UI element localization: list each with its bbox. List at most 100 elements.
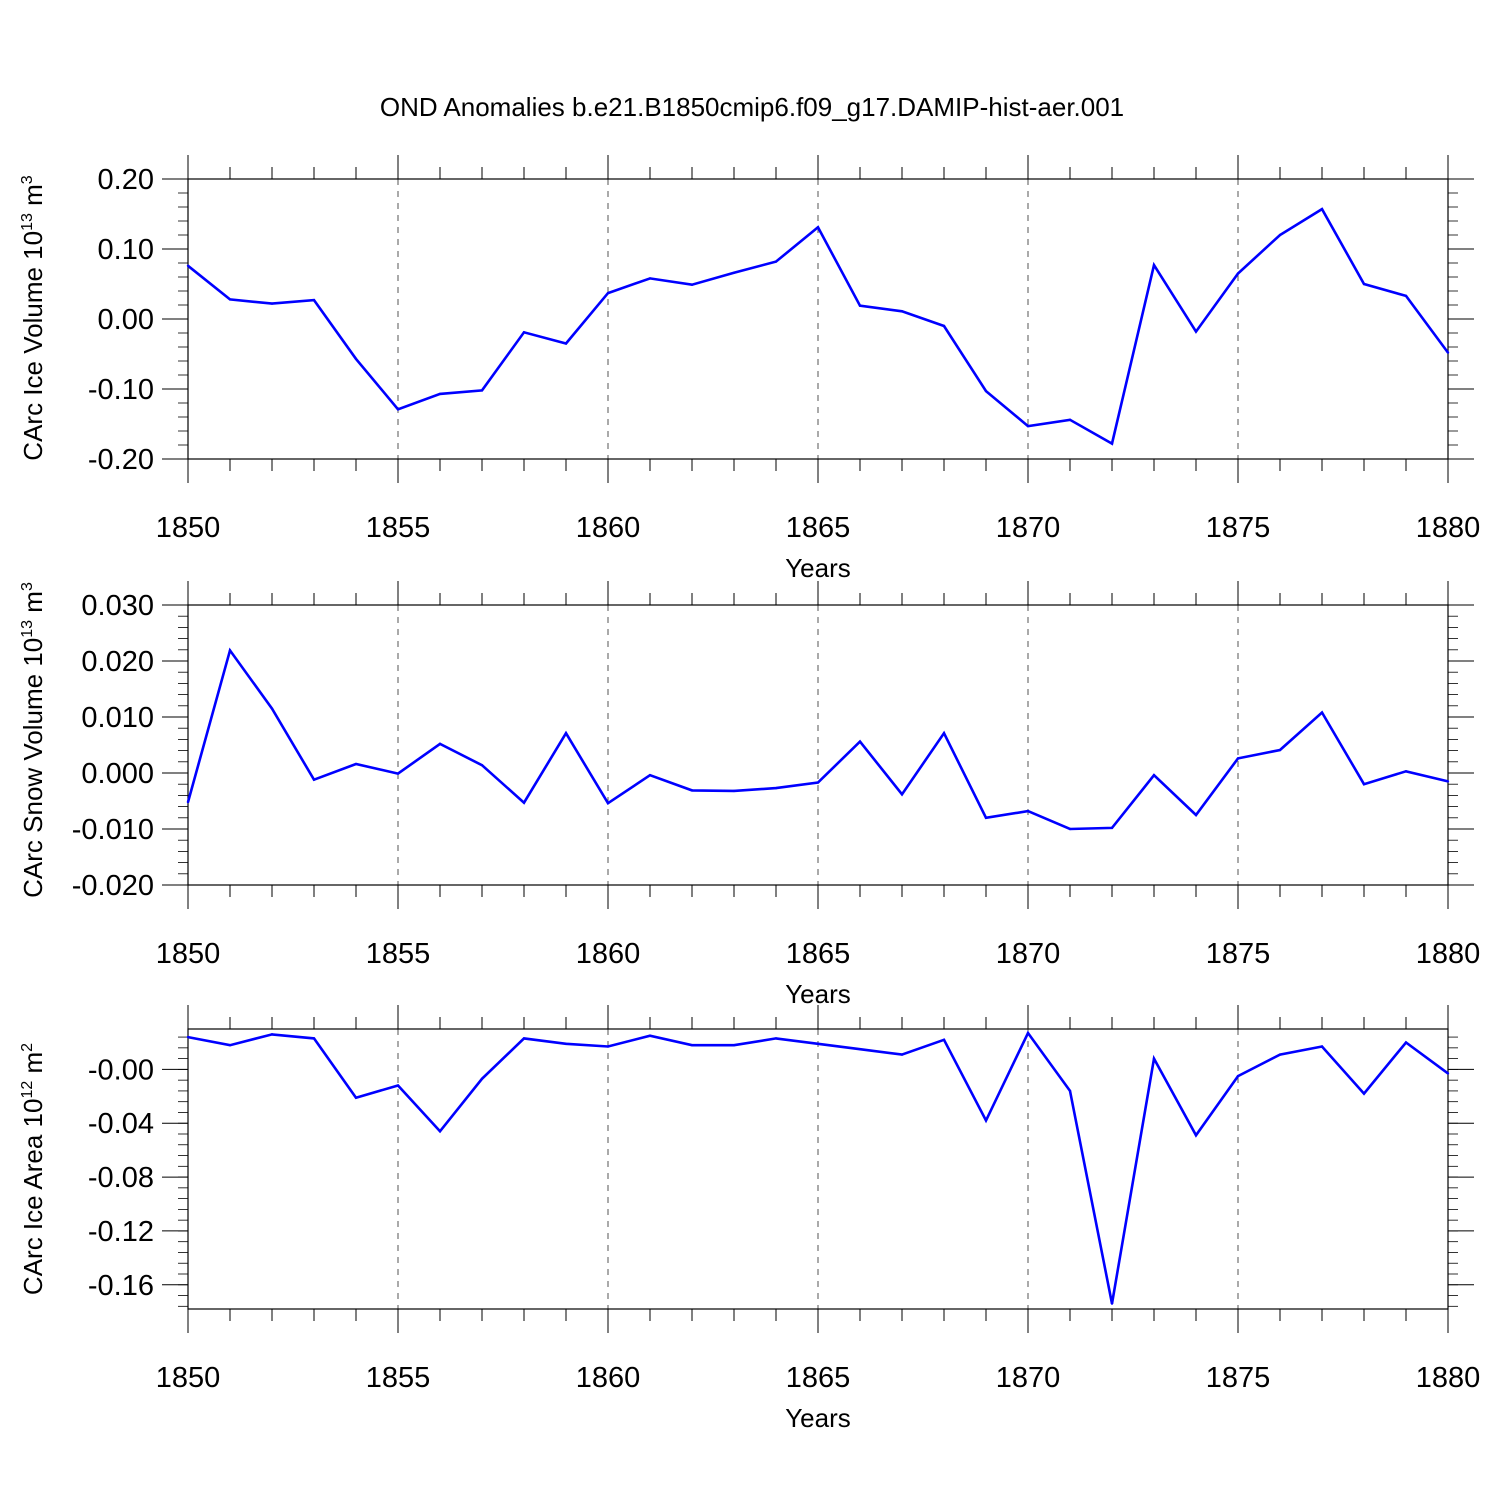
ice-area-data-point-1861 <box>648 1034 652 1037</box>
snow-volume-y-axis-title-text: CArc Snow Volume 10 <box>18 638 48 898</box>
snow-volume-xtick-label-3: 1865 <box>786 938 851 970</box>
ice-area-data-point-1852 <box>270 1033 274 1036</box>
snow-volume-xtick-label-4: 1870 <box>996 938 1061 970</box>
snow-volume-data-point-1872 <box>1110 826 1114 830</box>
ice-volume-y-axis-title: CArc Ice Volume 1013 m3 <box>18 175 48 460</box>
ice-volume-y-axis-title-unit-exponent: 3 <box>19 175 36 184</box>
ice-volume-data-point-1875 <box>1236 272 1240 275</box>
snow-volume-data-point-1861 <box>648 774 652 777</box>
ice-volume-data-point-1869 <box>984 389 988 393</box>
ice-area-xtick-label-2: 1860 <box>576 1362 641 1394</box>
ice-area-data-point-1867 <box>900 1053 904 1056</box>
ice-volume-ytick-label-0: 0.20 <box>98 164 154 196</box>
ice-area-xtick-label-4: 1870 <box>996 1362 1061 1394</box>
ice-area-panel: -0.00 -0.04 -0.08 -0.12 -0.16 1850 1855 1860 186… <box>18 1005 1480 1433</box>
ice-area-ytick-label-1: -0.04 <box>88 1108 154 1140</box>
ice-area-xtick-label-3: 1865 <box>786 1362 851 1394</box>
snow-volume-xtick-label-6: 1880 <box>1416 938 1481 970</box>
ice-area-data-point-1880 <box>1446 1072 1450 1075</box>
ice-volume-panel: 0.20 0.10 0.00 -0.10 -0.20 1850 1855 1860 1865 18… <box>18 155 1480 583</box>
ice-volume-data-point-1877 <box>1320 207 1324 211</box>
ice-volume-data-point-1868 <box>942 324 946 328</box>
ice-volume-data-point-1857 <box>480 389 484 392</box>
ice-volume-xtick-label-5: 1875 <box>1206 512 1271 544</box>
ice-area-ytick-label-3: -0.12 <box>88 1216 154 1248</box>
snow-volume-data-point-1867 <box>900 793 904 796</box>
ice-area-xtick-label-6: 1880 <box>1416 1362 1481 1394</box>
snow-volume-data-point-1851 <box>228 649 232 652</box>
ice-area-y-axis-title-text: CArc Ice Area 10 <box>18 1099 48 1296</box>
ice-volume-data-point-1858 <box>522 331 526 334</box>
ice-area-data-point-1859 <box>564 1042 568 1046</box>
snow-volume-data-point-1877 <box>1320 711 1324 714</box>
ice-area-data-point-1870 <box>1026 1031 1030 1035</box>
ice-volume-data-point-1863 <box>732 271 736 274</box>
ice-area-data-point-1879 <box>1404 1041 1408 1044</box>
ice-area-data-point-1869 <box>984 1119 988 1122</box>
snow-volume-data-point-1874 <box>1194 813 1198 817</box>
snow-volume-data-point-1850 <box>186 800 190 804</box>
snow-volume-xtick-label-1: 1855 <box>366 938 431 970</box>
ice-volume-data-point-1865 <box>816 226 820 229</box>
snow-volume-data-point-1870 <box>1026 809 1030 813</box>
ice-area-y-axis-title-exponent: 12 <box>19 1081 36 1099</box>
ice-volume-data-point-1873 <box>1152 263 1156 267</box>
ice-area-data-point-1868 <box>942 1038 946 1041</box>
ice-area-data-point-1855 <box>396 1084 400 1087</box>
snow-volume-xtick-label-0: 1850 <box>156 938 221 970</box>
ice-area-ytick-label-4: -0.16 <box>88 1270 154 1302</box>
ice-volume-y-axis-title-unit: m <box>18 184 48 213</box>
ice-area-data-point-1856 <box>438 1130 442 1133</box>
ice-area-data-point-1876 <box>1278 1053 1282 1056</box>
snow-volume-data-point-1869 <box>984 816 988 819</box>
figure-title: OND Anomalies b.e21.B1850cmip6.f09_g17.D… <box>380 92 1124 122</box>
ice-volume-data-point-1864 <box>774 260 778 263</box>
snow-volume-y-axis-title-exponent: 13 <box>19 620 36 638</box>
ice-area-x-axis-title: Years <box>785 1403 851 1433</box>
ice-volume-data-point-1878 <box>1362 282 1366 286</box>
ice-volume-data-point-1851 <box>228 298 232 301</box>
ice-area-xtick-label-1: 1855 <box>366 1362 431 1394</box>
ice-area-data-point-1860 <box>606 1045 610 1048</box>
ice-volume-xtick-label-1: 1855 <box>366 512 431 544</box>
ice-area-data-point-1851 <box>228 1043 232 1047</box>
ice-area-data-point-1863 <box>732 1043 736 1047</box>
ice-volume-ytick-label-4: -0.20 <box>88 444 154 476</box>
ice-area-y-axis-title-unit-exponent: 2 <box>19 1043 36 1052</box>
snow-volume-ytick-label-1: 0.020 <box>81 646 154 678</box>
ice-volume-data-point-1876 <box>1278 233 1282 237</box>
ice-area-ytick-label-0: -0.00 <box>88 1054 154 1086</box>
snow-volume-ytick-label-5: -0.020 <box>72 870 154 902</box>
ice-volume-ytick-label-1: 0.10 <box>98 234 154 266</box>
snow-volume-data-point-1868 <box>942 732 946 735</box>
ice-area-data-point-1858 <box>522 1037 526 1040</box>
ice-volume-xtick-label-6: 1880 <box>1416 512 1481 544</box>
snow-volume-ytick-label-0: 0.030 <box>81 590 154 622</box>
ice-volume-x-axis-title: Years <box>785 553 851 583</box>
ice-area-ytick-label-2: -0.08 <box>88 1162 154 1194</box>
ice-volume-data-point-1855 <box>396 408 400 411</box>
ice-volume-data-point-1880 <box>1446 351 1450 354</box>
ice-volume-data-point-1879 <box>1404 294 1408 298</box>
snow-volume-data-point-1879 <box>1404 770 1408 773</box>
ice-volume-data-point-1867 <box>900 310 904 313</box>
ice-area-y-axis-title: CArc Ice Area 1012 m2 <box>18 1043 48 1295</box>
ice-volume-data-point-1860 <box>606 291 610 295</box>
ice-area-data-point-1853 <box>312 1037 316 1040</box>
ice-area-data-point-1874 <box>1194 1134 1198 1137</box>
ice-area-series-line <box>187 1030 1449 1304</box>
snow-volume-data-point-1852 <box>270 707 274 710</box>
snow-volume-y-axis-title: CArc Snow Volume 1013 m3 <box>18 582 48 898</box>
ice-area-data-point-1878 <box>1362 1092 1366 1095</box>
snow-volume-data-point-1878 <box>1362 783 1366 786</box>
snow-volume-data-point-1871 <box>1068 827 1072 831</box>
ice-volume-ytick-label-3: -0.10 <box>88 374 154 406</box>
ice-volume-data-point-1856 <box>438 392 442 396</box>
ice-area-data-point-1872 <box>1110 1302 1114 1305</box>
snow-volume-data-point-1854 <box>354 762 358 766</box>
ice-volume-data-point-1853 <box>312 298 316 302</box>
ice-area-data-point-1864 <box>774 1037 778 1040</box>
snow-volume-data-point-1875 <box>1236 757 1240 760</box>
ice-volume-ytick-label-2: 0.00 <box>98 304 154 336</box>
